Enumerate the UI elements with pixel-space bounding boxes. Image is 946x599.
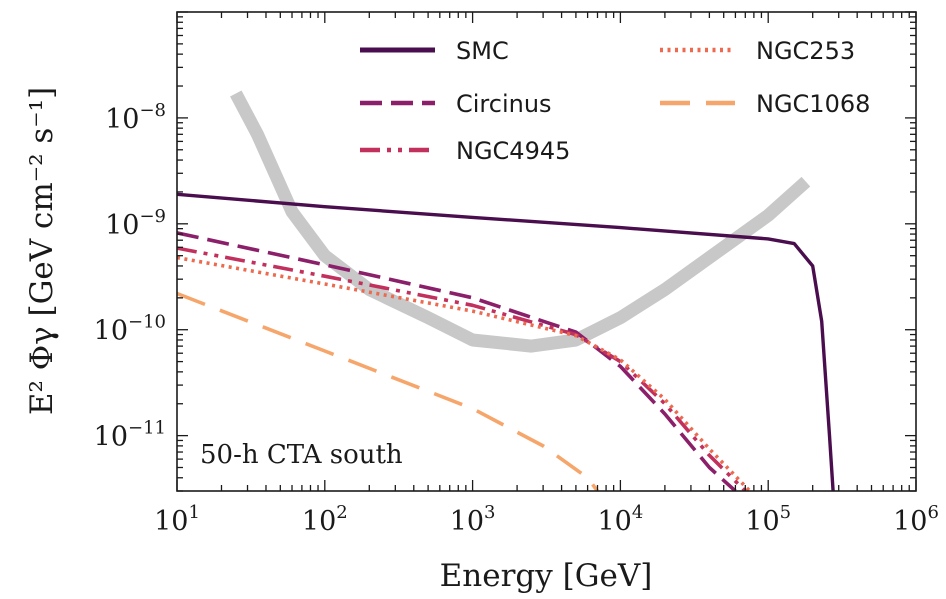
legend-label-ngc4945: NGC4945 (456, 137, 570, 165)
series-line-ngc4945 (177, 246, 747, 491)
series-line-ngc253 (177, 255, 752, 491)
x-axis-title: Energy [GeV] (440, 558, 653, 594)
x-tick-label: 105 (745, 502, 791, 537)
x-tick-label: 101 (154, 502, 200, 537)
legend: SMC Circinus NGC4945 NGC253 NGC1068 (360, 37, 870, 165)
y-tick-label: 10−9 (105, 206, 166, 241)
y-tick-label: 10−10 (94, 312, 166, 347)
y-tick-label: 10−11 (94, 418, 166, 453)
x-tick-label: 106 (893, 502, 939, 537)
annotation-label: 50-h CTA south (200, 440, 403, 470)
x-tick-label: 102 (302, 502, 348, 537)
axis-tick-labels: 101 102 103 104 105 106 10−11 10−10 10−9 10−8 (94, 100, 939, 537)
y-tick-label: 10−8 (105, 100, 166, 135)
plot-frame (176, 11, 917, 492)
series-line-circinus (177, 231, 737, 491)
plot-curves (177, 90, 835, 491)
sensitivity-curve (230, 90, 811, 353)
legend-label-ngc1068: NGC1068 (756, 90, 870, 118)
y-axis-title: E² Φγ [GeV cm⁻² s⁻¹] (24, 87, 60, 415)
axis-ticks (176, 11, 917, 492)
series-line-smc (177, 192, 835, 491)
x-tick-label: 104 (597, 502, 643, 537)
legend-label-ngc253: NGC253 (756, 37, 855, 65)
legend-label-smc: SMC (456, 37, 509, 65)
x-tick-label: 103 (450, 502, 496, 537)
legend-label-circinus: Circinus (456, 90, 552, 118)
